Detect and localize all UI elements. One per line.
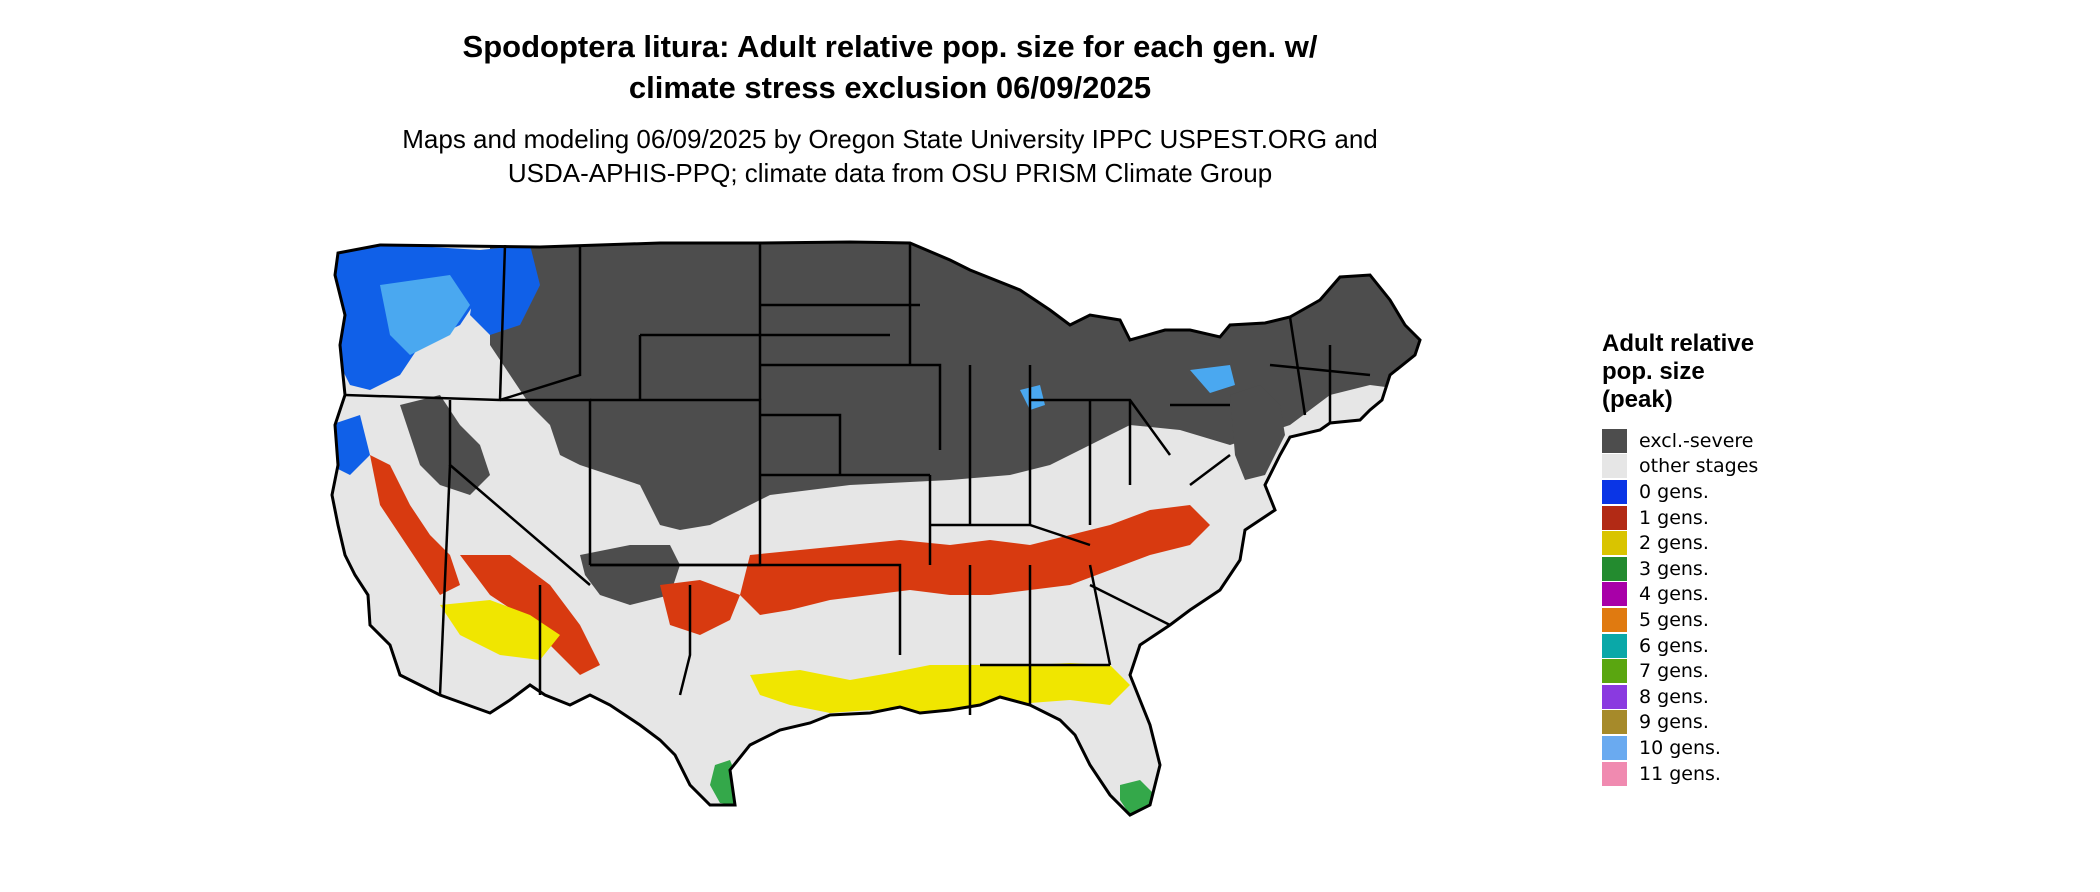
one-gen-california — [370, 455, 460, 595]
one-gen-southern-band — [740, 505, 1210, 615]
map-subtitle: Maps and modeling 06/09/2025 by Oregon S… — [300, 122, 1480, 190]
legend-items: excl.-severe other stages 0 gens. 1 gens. 2 … — [1602, 428, 1902, 786]
legend-item: other stages — [1602, 454, 1902, 480]
legend-label: other stages — [1639, 455, 1759, 478]
legend-swatch — [1602, 735, 1627, 760]
zero-gens-nevada-edge — [332, 415, 370, 475]
us-outline — [330, 240, 1422, 817]
legend-swatch — [1602, 428, 1627, 453]
state-borders — [344, 243, 1371, 715]
legend-item: 8 gens. — [1602, 684, 1902, 710]
map-title: Spodoptera litura: Adult relative pop. s… — [300, 26, 1480, 108]
legend-label: 4 gens. — [1639, 583, 1709, 606]
legend-label: 10 gens. — [1639, 736, 1721, 759]
legend-item: excl.-severe — [1602, 428, 1902, 454]
legend-label: 0 gens. — [1639, 480, 1709, 503]
legend-label: 6 gens. — [1639, 634, 1709, 657]
legend-label: 11 gens. — [1639, 762, 1721, 785]
excluded-region-southwest — [580, 545, 680, 605]
legend-swatch — [1602, 531, 1627, 556]
legend-swatch — [1602, 659, 1627, 684]
legend-swatch — [1602, 710, 1627, 735]
legend-swatch — [1602, 582, 1627, 607]
legend-item: 7 gens. — [1602, 658, 1902, 684]
legend-item: 5 gens. — [1602, 607, 1902, 633]
legend-label: 5 gens. — [1639, 608, 1709, 631]
legend-label: 9 gens. — [1639, 711, 1709, 734]
legend-item: 3 gens. — [1602, 556, 1902, 582]
zero-gens-great-lakes — [1190, 365, 1235, 393]
us-generation-map — [330, 240, 1422, 817]
zero-gens-michigan — [1020, 385, 1045, 410]
excluded-region-west — [400, 395, 490, 495]
subtitle-line-2: USDA-APHIS-PPQ; climate data from OSU PR… — [507, 158, 1273, 188]
legend-label: excl.-severe — [1639, 429, 1754, 452]
map-fill-layer — [332, 242, 1420, 815]
legend-item: 1 gens. — [1602, 505, 1902, 531]
legend-label: 3 gens. — [1639, 557, 1709, 580]
legend-label: 7 gens. — [1639, 660, 1709, 683]
legend-label: 1 gens. — [1639, 506, 1709, 529]
legend-item: 4 gens. — [1602, 582, 1902, 608]
zero-gens-northwest-light — [380, 275, 470, 355]
legend-swatch — [1602, 761, 1627, 786]
legend-swatch — [1602, 607, 1627, 632]
legend-swatch — [1602, 454, 1627, 479]
excluded-region-appalachian — [1230, 385, 1285, 480]
zero-gens-idaho — [470, 245, 540, 335]
map-legend: Adult relative pop. size (peak) excl.-se… — [1602, 330, 1902, 786]
legend-item: 11 gens. — [1602, 761, 1902, 787]
legend-swatch — [1602, 684, 1627, 709]
two-gens-southwest — [440, 600, 560, 660]
legend-item: 0 gens. — [1602, 479, 1902, 505]
legend-swatch — [1602, 556, 1627, 581]
legend-item: 9 gens. — [1602, 710, 1902, 736]
legend-label: 2 gens. — [1639, 532, 1709, 555]
one-gen-texas-west — [660, 580, 740, 635]
subtitle-line-1: Maps and modeling 06/09/2025 by Oregon S… — [402, 124, 1378, 154]
legend-item: 2 gens. — [1602, 530, 1902, 556]
legend-swatch — [1602, 479, 1627, 504]
title-line-1: Spodoptera litura: Adult relative pop. s… — [462, 29, 1318, 64]
legend-item: 6 gens. — [1602, 633, 1902, 659]
legend-title: Adult relative pop. size (peak) — [1602, 330, 1755, 413]
legend-swatch — [1602, 505, 1627, 530]
two-gens-gulf-coast — [750, 663, 1130, 713]
legend-swatch — [1602, 633, 1627, 658]
title-line-2: climate stress exclusion 06/09/2025 — [628, 70, 1152, 105]
legend-label: 8 gens. — [1639, 685, 1709, 708]
legend-item: 10 gens. — [1602, 735, 1902, 761]
